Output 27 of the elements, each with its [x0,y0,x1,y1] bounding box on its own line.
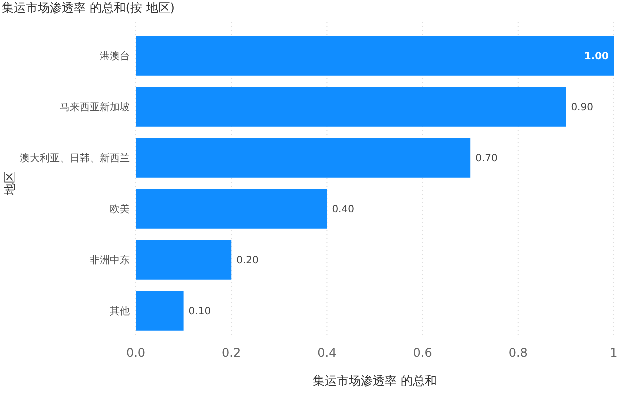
data-label: 0.10 [188,306,212,318]
y-axis-title: 地区 [3,172,17,196]
x-tick-label: 0.4 [318,346,337,360]
bar [136,138,471,178]
x-axis-title: 集运市场渗透率 的总和 [313,374,437,388]
data-label: 0.20 [236,255,259,266]
bar [136,291,184,331]
y-tick-label: 马来西亚新加坡 [60,102,130,114]
y-tick-label: 其他 [110,305,130,318]
y-tick-label: 澳大利亚、日韩、新西兰 [20,152,130,164]
x-tick-label: 0.2 [222,346,242,360]
x-tick-label: 0.0 [126,346,146,360]
data-label: 0.90 [571,102,594,114]
y-tick-label: 欧美 [110,204,130,216]
bar [136,36,614,76]
data-label: 0.70 [476,154,498,164]
x-tick-label: 0.6 [413,346,432,360]
x-tick-label: 0.8 [508,346,528,360]
bar [136,189,328,229]
bar [136,240,232,280]
chart-title: 集运市场渗透率 的总和(按 地区) [2,1,175,15]
y-tick-label: 非洲中东 [90,254,130,266]
x-tick-label: 1 [610,346,618,360]
bar [136,87,566,127]
y-tick-label: 港澳台 [100,50,130,63]
data-label: 1.00 [584,52,610,63]
data-label: 0.40 [332,204,354,216]
